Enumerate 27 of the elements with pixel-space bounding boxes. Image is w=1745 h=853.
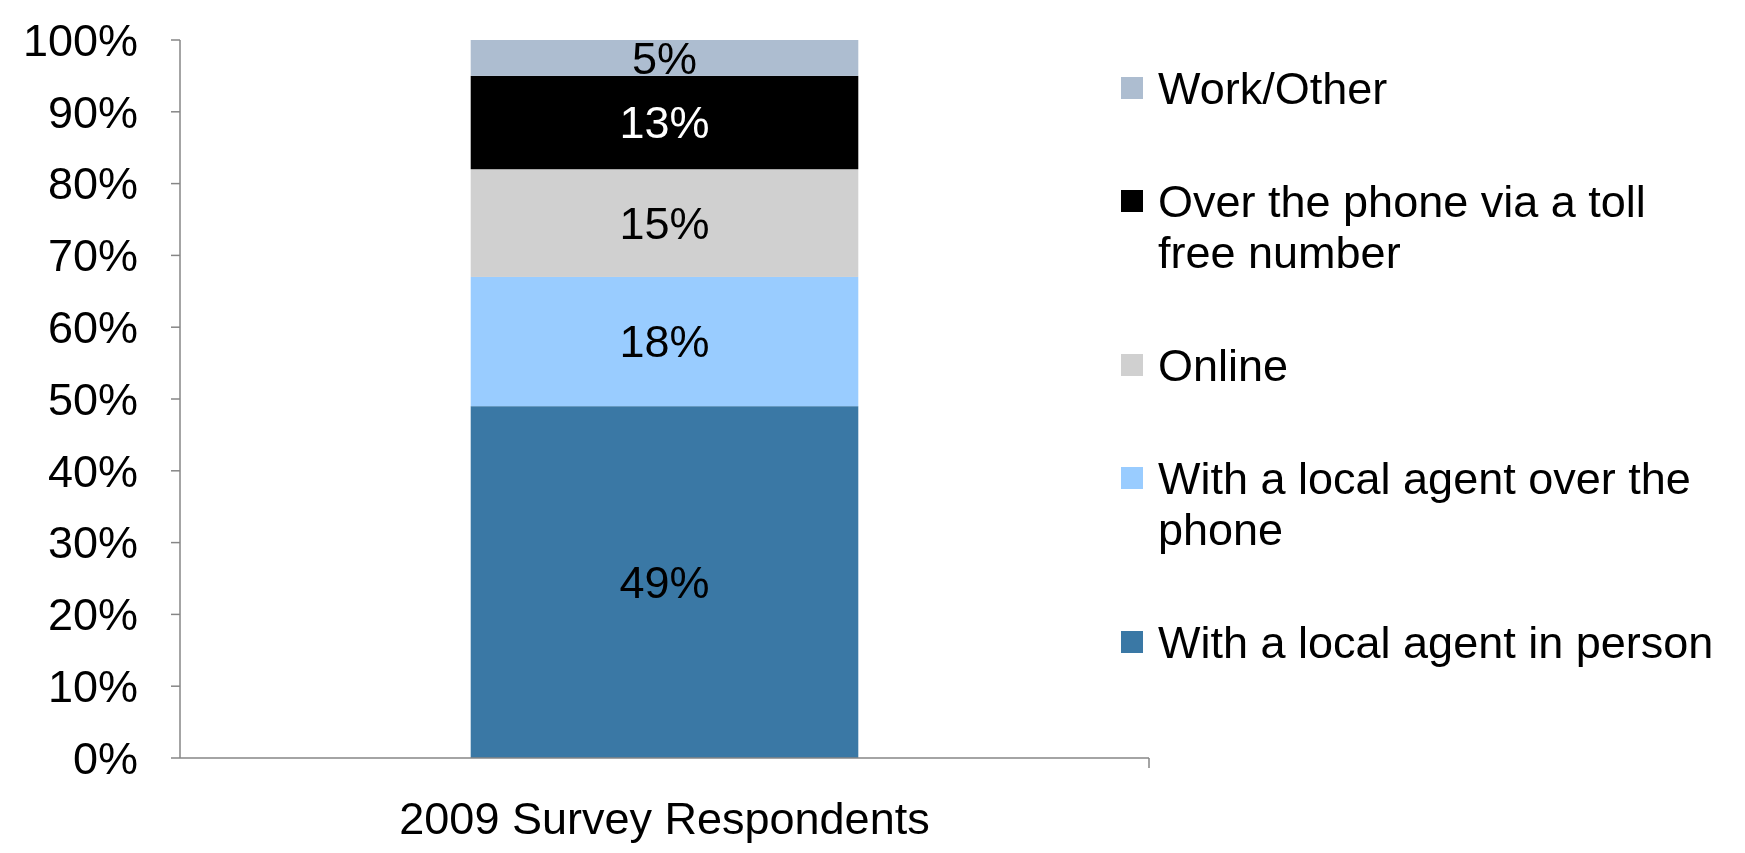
bar [470, 406, 859, 758]
y-tick-label: 80% [47, 158, 138, 210]
y-tick-label: 30% [47, 517, 138, 569]
legend-label: With a local agent in person [1158, 616, 1714, 668]
legend-label: Work/Other [1158, 62, 1388, 114]
data-label: 49% [619, 556, 710, 608]
bar [470, 169, 859, 277]
y-tick-label: 90% [47, 86, 138, 138]
y-tick-label: 60% [47, 301, 138, 353]
bar [470, 40, 859, 76]
y-tick-label: 40% [47, 445, 138, 497]
bar [470, 276, 859, 407]
y-tick-label: 100% [22, 14, 138, 66]
y-tick-label: 10% [47, 660, 138, 712]
data-label: 5% [631, 32, 698, 84]
bar [470, 75, 859, 170]
y-tick-label: 70% [47, 230, 138, 282]
y-tick-label: 20% [47, 589, 138, 641]
data-label: 13% [619, 97, 710, 149]
data-label: 18% [619, 316, 710, 368]
x-tick-label: 2009 Survey Respondents [399, 792, 930, 844]
legend-label: Over the phone via a toll free number [1158, 175, 1646, 278]
y-tick-label: 50% [47, 373, 138, 425]
data-label: 15% [619, 197, 710, 249]
legend-label: Online [1158, 339, 1289, 391]
y-tick-label: 0% [72, 732, 138, 784]
legend-label: With a local agent over the phone [1158, 452, 1691, 555]
